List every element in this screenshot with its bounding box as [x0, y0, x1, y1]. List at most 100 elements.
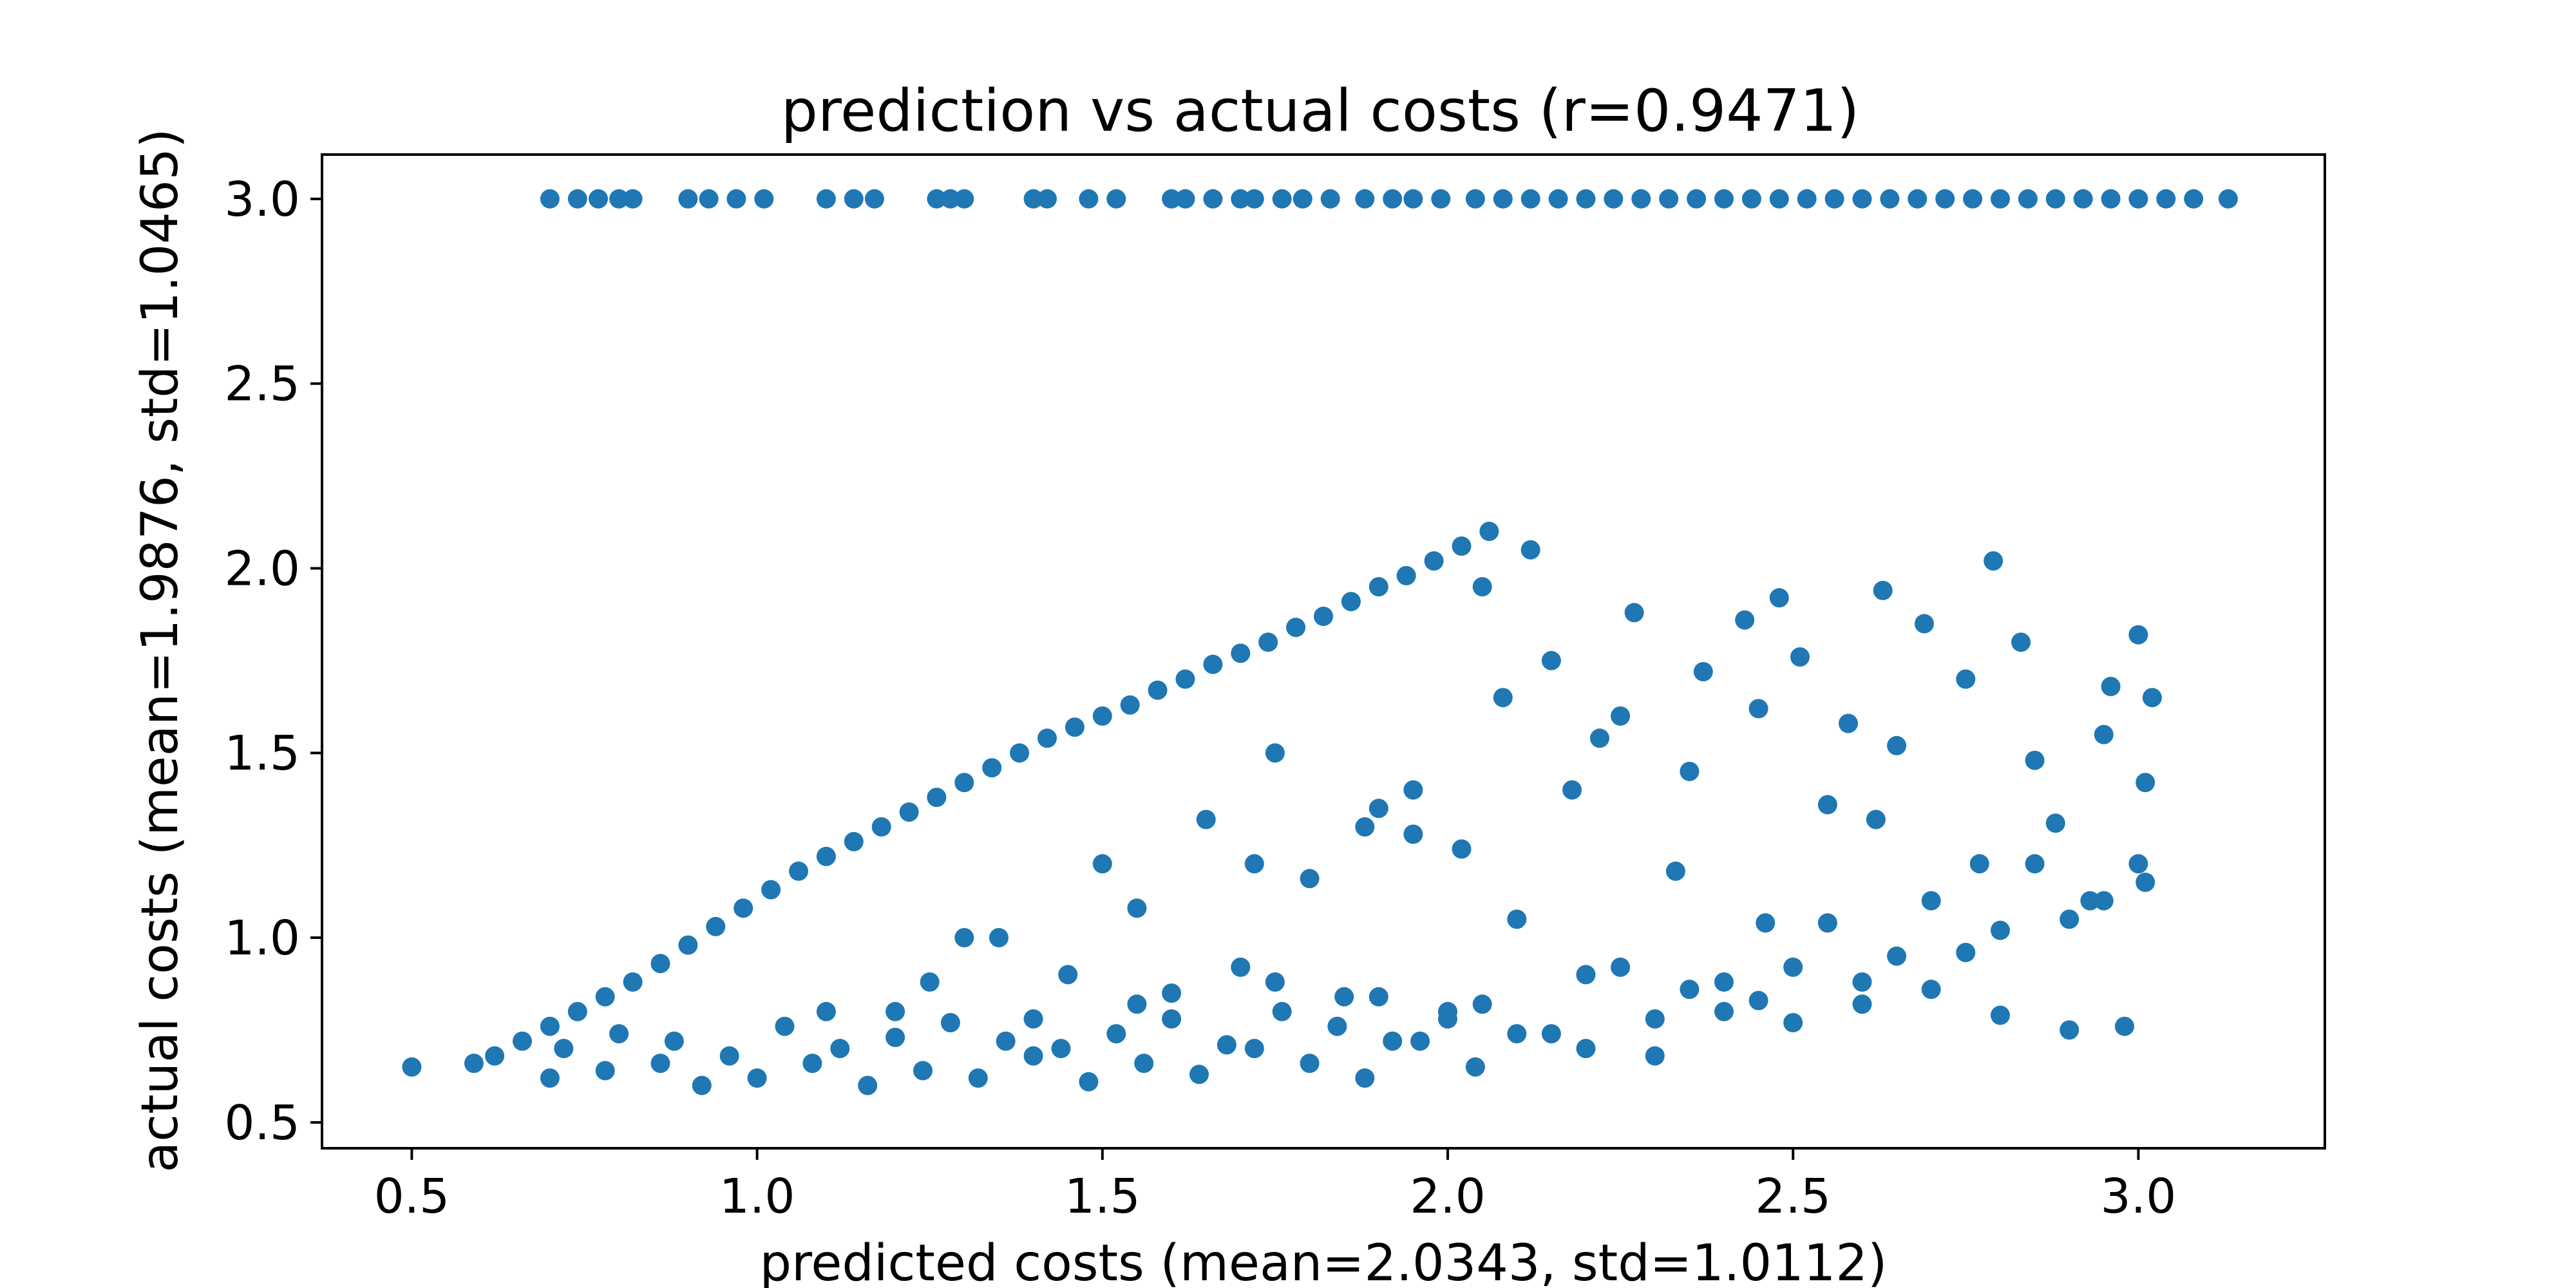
data-point — [1880, 189, 1900, 209]
data-point — [1424, 551, 1444, 571]
data-point — [1611, 957, 1631, 977]
data-point — [1465, 1057, 1485, 1077]
data-point — [1023, 1009, 1043, 1029]
x-axis-ticks: 0.5 1.0 1.5 2.0 2.5 3.0 — [374, 1148, 2176, 1224]
data-point — [734, 898, 753, 918]
data-point — [1272, 189, 1292, 209]
data-point — [1687, 189, 1707, 209]
data-point — [1023, 189, 1043, 209]
data-point — [1576, 965, 1596, 985]
data-point — [1611, 706, 1631, 726]
data-point — [940, 189, 960, 209]
data-point — [2115, 1016, 2134, 1036]
data-point — [1265, 972, 1285, 992]
y-tick-label: 0.5 — [224, 1095, 300, 1151]
data-point — [1631, 189, 1651, 209]
data-point — [1368, 799, 1388, 819]
data-point — [1956, 669, 1976, 689]
data-point — [1265, 743, 1285, 763]
x-axis-label: predicted costs (mean=2.0343, std=1.0112… — [759, 1235, 1887, 1288]
data-point — [1769, 189, 1789, 209]
data-point — [1748, 990, 1768, 1010]
data-point — [595, 1061, 615, 1081]
data-point — [1065, 717, 1084, 737]
data-point — [1921, 891, 1941, 911]
data-point — [2025, 854, 2045, 874]
data-point — [1576, 1039, 1596, 1059]
data-point — [1921, 980, 1941, 999]
data-point — [1735, 610, 1755, 630]
data-point — [1079, 1072, 1099, 1092]
data-point — [540, 189, 560, 209]
data-point — [1852, 189, 1872, 209]
data-point — [2060, 909, 2079, 929]
data-point — [1334, 987, 1354, 1007]
data-point — [1320, 189, 1340, 209]
data-point — [609, 1024, 629, 1044]
data-point — [1203, 654, 1223, 674]
data-point — [540, 1016, 560, 1036]
data-point — [2094, 891, 2114, 911]
data-point — [927, 189, 947, 209]
data-point — [1797, 189, 1817, 209]
data-point — [968, 1068, 988, 1088]
data-point — [567, 1001, 587, 1021]
x-tick-label: 2.5 — [1755, 1169, 1831, 1224]
data-point — [1645, 1009, 1665, 1029]
data-point — [1403, 824, 1423, 844]
y-axis-ticks: 0.5 1.0 1.5 2.0 2.5 3.0 — [224, 172, 322, 1151]
data-point — [2011, 632, 2031, 652]
data-point — [1991, 1005, 2010, 1025]
chart-title: prediction vs actual costs (r=0.9471) — [781, 77, 1859, 145]
data-point — [2094, 724, 2114, 744]
data-point — [816, 189, 836, 209]
data-point — [1010, 743, 1030, 763]
data-point — [1162, 189, 1182, 209]
data-point — [1231, 957, 1251, 977]
data-point — [886, 1027, 905, 1047]
data-point — [1175, 669, 1195, 689]
data-point — [1748, 699, 1768, 719]
data-point — [1520, 540, 1540, 560]
data-point — [1355, 817, 1375, 837]
data-point — [858, 1075, 878, 1095]
data-point — [1286, 618, 1306, 638]
data-point — [954, 928, 974, 947]
data-point — [1106, 1024, 1126, 1044]
data-point — [678, 189, 698, 209]
data-point — [1314, 607, 1333, 626]
y-axis-label: actual costs (mean=1.9876, std=1.0465) — [131, 128, 189, 1172]
data-point — [1231, 643, 1251, 663]
data-point — [664, 1031, 684, 1051]
data-point — [1659, 189, 1679, 209]
data-point — [1368, 577, 1388, 597]
data-point — [719, 1046, 739, 1066]
data-point — [789, 861, 808, 881]
data-point — [996, 1031, 1016, 1051]
data-point — [920, 972, 940, 992]
data-point — [1541, 1024, 1561, 1044]
data-point — [1783, 957, 1803, 977]
x-tick-label: 0.5 — [374, 1169, 450, 1224]
data-point — [1258, 632, 1278, 652]
data-point — [1162, 1009, 1182, 1029]
data-point — [1244, 189, 1264, 209]
data-point — [1106, 189, 1126, 209]
data-point — [678, 935, 698, 955]
data-point — [2128, 625, 2148, 645]
data-point — [2136, 873, 2155, 892]
data-point — [1680, 980, 1700, 999]
data-point — [1293, 189, 1312, 209]
data-point — [1969, 854, 1989, 874]
data-point — [1189, 1065, 1209, 1084]
plot-frame — [321, 153, 2326, 1150]
data-point — [1665, 861, 1685, 881]
data-point — [623, 189, 643, 209]
data-point — [1472, 577, 1492, 597]
data-point — [1817, 795, 1837, 815]
data-point — [1244, 1039, 1264, 1059]
data-point — [1935, 189, 1955, 209]
data-point — [1493, 189, 1513, 209]
data-point — [1817, 913, 1837, 933]
data-point — [2060, 1020, 2079, 1040]
